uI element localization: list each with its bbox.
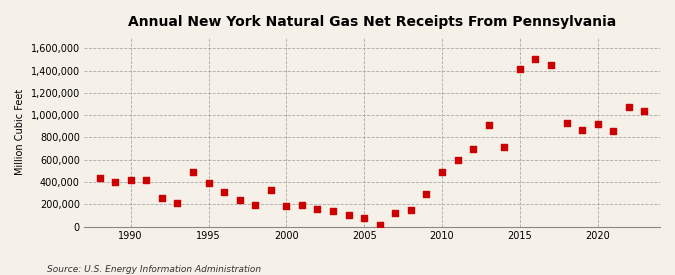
Title: Annual New York Natural Gas Net Receipts From Pennsylvania: Annual New York Natural Gas Net Receipts… xyxy=(128,15,616,29)
Point xyxy=(126,178,136,183)
Point xyxy=(343,213,354,218)
Point xyxy=(483,123,494,127)
Point xyxy=(545,63,556,67)
Point xyxy=(561,121,572,125)
Point xyxy=(406,208,416,213)
Point xyxy=(141,178,152,183)
Point xyxy=(296,203,307,207)
Point xyxy=(188,170,198,174)
Point xyxy=(421,192,432,196)
Point xyxy=(203,180,214,185)
Point xyxy=(608,128,619,133)
Point xyxy=(593,122,603,126)
Point xyxy=(639,108,650,113)
Point xyxy=(437,170,448,174)
Point xyxy=(219,190,230,194)
Point xyxy=(327,209,338,213)
Point xyxy=(281,204,292,208)
Point xyxy=(624,105,634,109)
Point xyxy=(94,176,105,180)
Point xyxy=(514,67,525,72)
Point xyxy=(390,211,401,215)
Point xyxy=(110,180,121,184)
Point xyxy=(359,216,370,220)
Point xyxy=(172,201,183,205)
Point xyxy=(576,127,587,132)
Point xyxy=(265,188,276,192)
Point xyxy=(499,145,510,150)
Point xyxy=(375,223,385,228)
Point xyxy=(530,57,541,62)
Point xyxy=(312,207,323,211)
Y-axis label: Million Cubic Feet: Million Cubic Feet xyxy=(15,89,25,175)
Point xyxy=(468,146,479,151)
Text: Source: U.S. Energy Information Administration: Source: U.S. Energy Information Administ… xyxy=(47,265,261,274)
Point xyxy=(157,196,167,200)
Point xyxy=(452,158,463,162)
Point xyxy=(250,203,261,207)
Point xyxy=(234,198,245,203)
